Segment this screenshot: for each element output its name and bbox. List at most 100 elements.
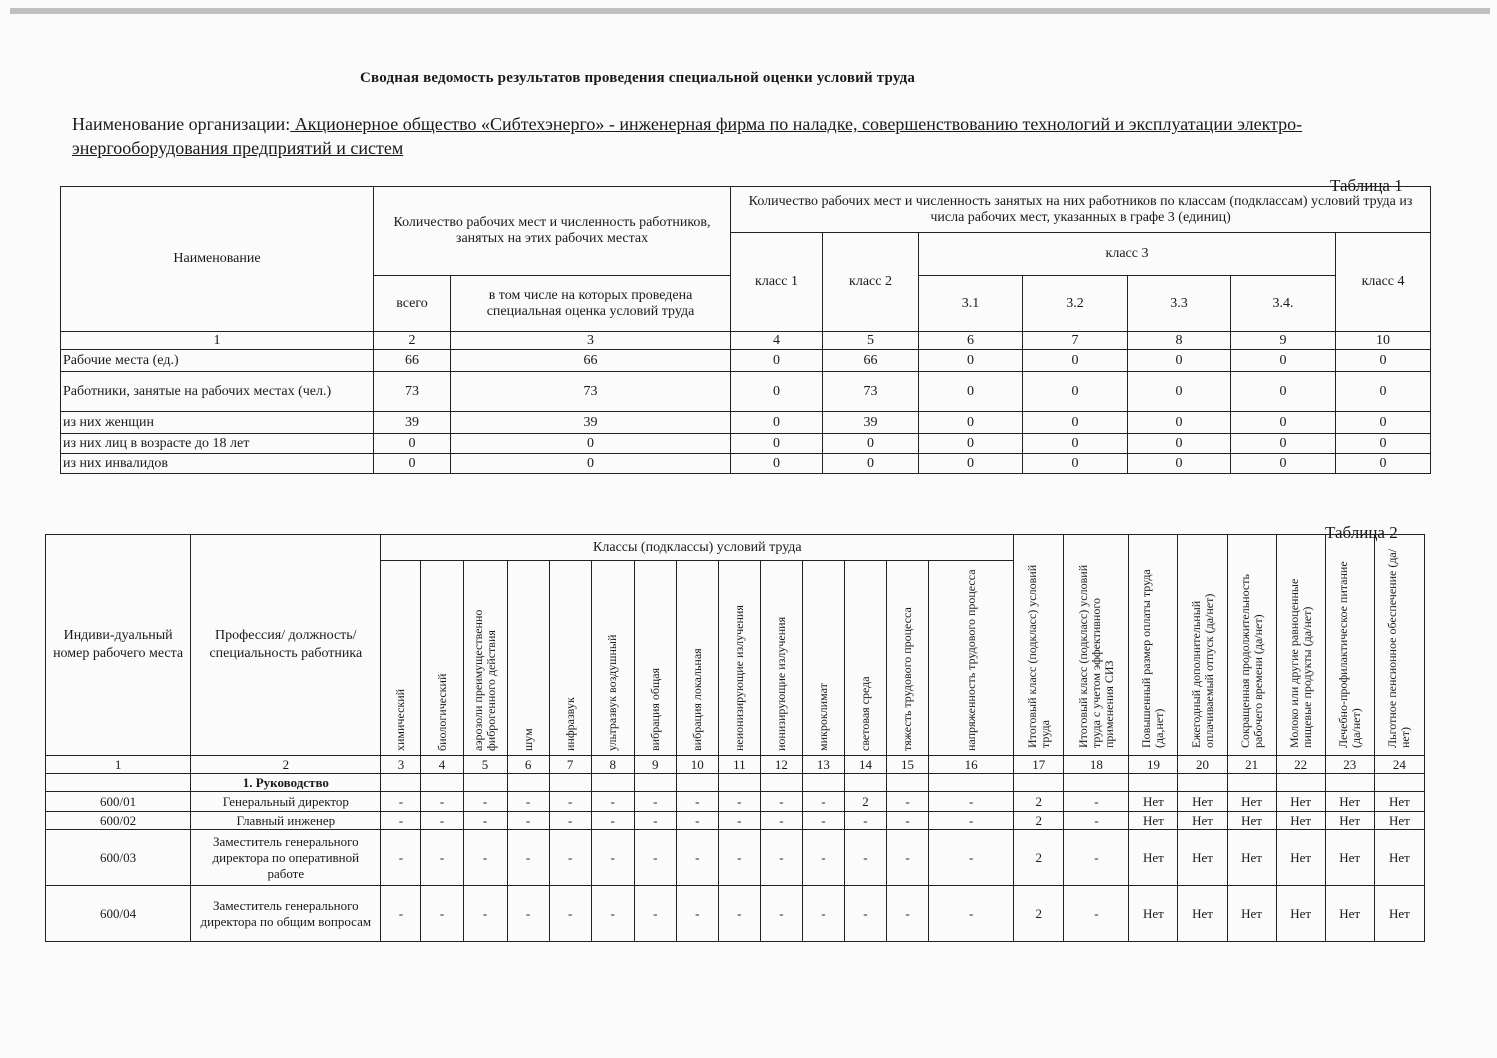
workplace-id: 600/01 bbox=[44, 791, 192, 812]
cell-value: 2 bbox=[1013, 885, 1065, 942]
hdr-factor: вибрация общая bbox=[633, 560, 677, 756]
hdr-factor-label: вибрация общая bbox=[647, 667, 662, 751]
hdr-factor-label: световая среда bbox=[857, 675, 872, 751]
column-number: 23 bbox=[1324, 755, 1375, 774]
cell-value: Нет bbox=[1275, 791, 1326, 812]
hdr-extra: Итоговый класс (подкласс) условий труда bbox=[1013, 534, 1065, 756]
cell-value: 0 bbox=[730, 371, 824, 412]
cell-value: 0 bbox=[1022, 453, 1129, 474]
hdr-class2: класс 2 bbox=[822, 232, 920, 332]
hdr-factor: тяжесть трудового процесса bbox=[885, 560, 930, 756]
column-number: 11 bbox=[717, 755, 761, 774]
organization-line: Наименование организации: Акционерное об… bbox=[72, 112, 1352, 160]
column-number: 18 bbox=[1063, 755, 1130, 774]
cell-value: Нет bbox=[1128, 829, 1179, 886]
cell-value: 0 bbox=[1127, 453, 1232, 474]
column-number: 5 bbox=[822, 331, 920, 350]
cell-value: Нет bbox=[1226, 791, 1277, 812]
cell-value: Нет bbox=[1324, 829, 1375, 886]
cell-value: Нет bbox=[1373, 829, 1426, 886]
cell-value: Нет bbox=[1373, 791, 1426, 812]
hdr-factor: световая среда bbox=[843, 560, 888, 756]
column-number: 22 bbox=[1275, 755, 1326, 774]
hdr-extra-label: Льготное пенсионное обеспечение (да/нет) bbox=[1385, 548, 1413, 748]
cell-value: 0 bbox=[1022, 411, 1129, 434]
hdr-assessed: в том числе на которых проведена специал… bbox=[449, 275, 732, 332]
cell-value: Нет bbox=[1226, 829, 1277, 886]
cell-value: 0 bbox=[449, 433, 732, 454]
column-number: 5 bbox=[462, 755, 508, 774]
cell-value: - bbox=[675, 791, 719, 812]
hdr-factor: напряженность трудового процесса bbox=[928, 560, 1015, 756]
cell-value: Нет bbox=[1226, 811, 1277, 830]
column-number: 3 bbox=[380, 755, 422, 774]
column-number: 13 bbox=[801, 755, 845, 774]
cell-value: Нет bbox=[1177, 811, 1228, 830]
column-number: 14 bbox=[843, 755, 888, 774]
cell-value: - bbox=[843, 811, 888, 830]
column-number: 2 bbox=[373, 331, 451, 350]
hdr-class4: класс 4 bbox=[1335, 232, 1432, 332]
table-row: 600/03 Заместитель генерального директора… bbox=[44, 829, 1426, 886]
cell-value: - bbox=[380, 829, 422, 886]
org-name: Акционерное общество «Сибтехэнерго» - ин… bbox=[72, 114, 1303, 158]
row-label: из них лиц в возрасте до 18 лет bbox=[60, 433, 374, 454]
hdr-factor: неионизирующие излучения bbox=[717, 560, 761, 756]
profession: Главный инженер bbox=[190, 811, 382, 830]
column-number: 19 bbox=[1128, 755, 1179, 774]
cell-value: - bbox=[759, 829, 803, 886]
cell-value: 73 bbox=[373, 371, 451, 412]
cell-value: 0 bbox=[1230, 433, 1337, 454]
hdr-name: Наименование bbox=[60, 186, 374, 332]
table-row: 600/04 Заместитель генерального директора… bbox=[44, 885, 1426, 942]
cell-value: 0 bbox=[1335, 411, 1432, 434]
hdr-factor-label: ультразвук воздушный bbox=[605, 634, 620, 751]
table-row: 600/02 Главный инженер - - - - - - - - - - - - - -2- Нет… bbox=[44, 811, 1426, 830]
hdr-factor-label: напряженность трудового процесса bbox=[963, 568, 978, 751]
cell-value: - bbox=[506, 885, 550, 942]
hdr-class1: класс 1 bbox=[730, 232, 824, 332]
column-number: 9 bbox=[633, 755, 677, 774]
cell-value: - bbox=[759, 791, 803, 812]
column-number: 17 bbox=[1013, 755, 1065, 774]
cell-value: 0 bbox=[1335, 371, 1432, 412]
row-label: из них женщин bbox=[60, 411, 374, 434]
cell-value: - bbox=[801, 791, 845, 812]
cell-value: 39 bbox=[449, 411, 732, 434]
workplace-id: 600/02 bbox=[44, 811, 192, 830]
cell-value: Нет bbox=[1324, 885, 1375, 942]
cell-value: - bbox=[380, 791, 422, 812]
column-number: 7 bbox=[1022, 331, 1129, 350]
hdr-factor-label: инфразвук bbox=[562, 696, 577, 751]
cell-value: - bbox=[801, 811, 845, 830]
hdr-factor: аэрозоли преимущественно фиброгенного де… bbox=[462, 560, 508, 756]
hdr-factor-label: аэрозоли преимущественно фиброгенного де… bbox=[471, 609, 499, 751]
table-row: 600/01 Генеральный директор - - - - - - - - - - -2- -… bbox=[44, 791, 1426, 812]
cell-value: - bbox=[380, 811, 422, 830]
document-title: Сводная ведомость результатов проведения… bbox=[360, 70, 916, 86]
cell-value: - bbox=[675, 829, 719, 886]
cell-value: - bbox=[380, 885, 422, 942]
cell-value: - bbox=[1063, 829, 1130, 886]
hdr-factor-label: тяжесть трудового процесса bbox=[900, 606, 915, 751]
cell-value: Нет bbox=[1275, 885, 1326, 942]
hdr-factor-label: химический bbox=[393, 688, 408, 751]
cell-value: 0 bbox=[730, 433, 824, 454]
cell-value: 0 bbox=[1127, 371, 1232, 412]
scan-edge bbox=[10, 8, 1490, 14]
cell-value: Нет bbox=[1324, 791, 1375, 812]
hdr-extra-label: Молоко или другие равноценные пищевые пр… bbox=[1286, 578, 1314, 748]
hdr-factor: микроклимат bbox=[801, 560, 845, 756]
hdr-total: всего bbox=[373, 275, 451, 332]
hdr-extra-label: Ежегодный дополнительный оплачиваемый от… bbox=[1188, 593, 1216, 748]
cell-value: - bbox=[885, 885, 930, 942]
cell-value: - bbox=[801, 885, 845, 942]
cell-value: 66 bbox=[373, 349, 451, 372]
column-number: 6 bbox=[506, 755, 550, 774]
hdr-workplaces-group: Количество рабочих мест и численность ра… bbox=[372, 186, 732, 276]
cell-value: 2 bbox=[843, 791, 888, 812]
cell-value: - bbox=[420, 791, 464, 812]
section-row: 1. Руководство bbox=[44, 773, 1426, 792]
hdr-factor: вибрация локальная bbox=[675, 560, 719, 756]
row-label: Работники, занятые на рабочих местах (че… bbox=[60, 371, 374, 412]
